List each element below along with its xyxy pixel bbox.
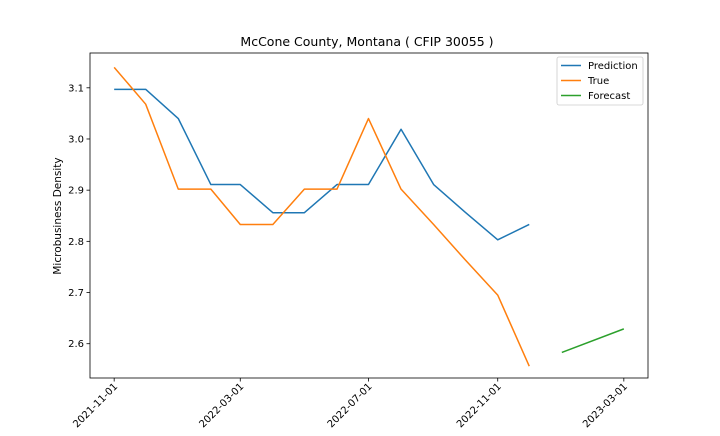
legend-label-forecast: Forecast: [588, 91, 630, 102]
y-axis-label: Microbusiness Density: [52, 157, 64, 274]
y-tick-label: 3.0: [68, 134, 84, 145]
chart-title: McCone County, Montana ( CFIP 30055 ): [240, 34, 493, 49]
axes: 2.6 2.7 2.8 2.9 3.0 3.1 2021-11-01 2022-03-01 20…: [68, 52, 649, 430]
legend: Prediction True Forecast: [556, 56, 644, 106]
x-tick-label: 2022-11-01: [455, 381, 504, 430]
y-tick-label: 2.6: [68, 339, 84, 350]
plot-lines: [113, 66, 625, 367]
x-tick-label: 2023-03-01: [581, 381, 630, 430]
y-tick-label: 2.8: [68, 237, 84, 248]
legend-label-prediction: Prediction: [588, 61, 638, 72]
series-line-true: [113, 66, 530, 367]
series-line-prediction: [114, 88, 530, 241]
y-tick-label: 2.9: [68, 186, 84, 197]
x-tick-label: 2022-07-01: [326, 381, 375, 430]
x-tick-label: 2022-03-01: [198, 381, 247, 430]
series-line-forecast: [561, 328, 625, 354]
plot-frame: [89, 52, 649, 379]
y-tick-label: 3.1: [68, 83, 84, 94]
y-tick-label: 2.7: [68, 288, 84, 299]
legend-label-true: True: [587, 76, 609, 87]
x-tick-label: 2021-11-01: [71, 381, 120, 430]
legend-box: [556, 56, 644, 106]
